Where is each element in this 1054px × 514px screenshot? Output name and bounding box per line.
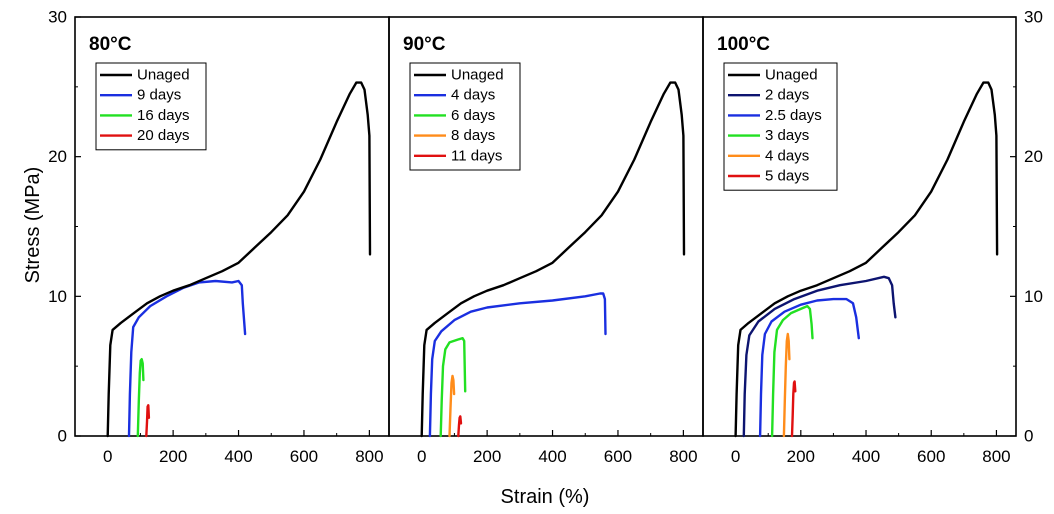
- legend-label: Unaged: [451, 67, 504, 84]
- x-tick-label: 200: [787, 447, 815, 466]
- legend-label: Unaged: [765, 67, 818, 84]
- legend-label: 4 days: [451, 87, 495, 104]
- legend-label: 5 days: [765, 168, 809, 185]
- legend-label: 4 days: [765, 147, 809, 164]
- series-line-unaged: [106, 81, 372, 438]
- legend-label: 2.5 days: [765, 107, 822, 124]
- y-tick-label: 30: [48, 8, 67, 27]
- series-line-2-days: [742, 275, 897, 438]
- legend-label: 9 days: [137, 87, 181, 104]
- y-tick-label-right: 0: [1024, 427, 1033, 446]
- series-line-5-days: [790, 380, 797, 438]
- legend-label: 6 days: [451, 107, 495, 124]
- y-tick-label: 0: [58, 427, 67, 446]
- series-line-unaged: [734, 81, 999, 438]
- legend-label: 16 days: [137, 107, 190, 124]
- y-tick-label-right: 30: [1024, 8, 1043, 27]
- series-line-16-days: [136, 358, 145, 438]
- panel-title: 80°C: [89, 34, 132, 55]
- x-tick-label: 400: [852, 447, 880, 466]
- panel-title: 100°C: [717, 34, 770, 55]
- panel-title: 90°C: [403, 34, 446, 55]
- x-tick-label: 0: [731, 447, 740, 466]
- legend-label: 3 days: [765, 127, 809, 144]
- series-line-11-days: [457, 415, 463, 438]
- series-line-6-days: [439, 337, 467, 438]
- x-axis-title: Strain (%): [501, 486, 590, 508]
- x-tick-label: 0: [103, 447, 112, 466]
- panel-2: 0 200 400 600 800 90°C Unaged 4 days 6 days 8 day…: [388, 16, 704, 466]
- x-tick-label: 0: [417, 447, 426, 466]
- panel-3: 0 200 400 600 800 0 10 20 30 100°C Unaged 2 days 2.5…: [702, 8, 1043, 466]
- x-tick-label: 400: [538, 447, 566, 466]
- series-line-8-days: [448, 374, 456, 438]
- x-tick-label: 200: [473, 447, 501, 466]
- y-tick-label-right: 10: [1024, 287, 1043, 306]
- x-tick-label: 600: [917, 447, 945, 466]
- legend-label: 20 days: [137, 127, 190, 144]
- series-line-20-days: [145, 404, 151, 438]
- series-line-4-days: [428, 292, 607, 438]
- series-line-unaged: [420, 81, 686, 438]
- x-tick-label: 200: [159, 447, 187, 466]
- y-axis-title: Stress (MPa): [22, 167, 44, 284]
- y-tick-label: 20: [48, 147, 67, 166]
- series-line-2-5-days: [758, 297, 860, 438]
- series-line-3-days: [770, 304, 814, 438]
- x-tick-label: 800: [669, 447, 697, 466]
- y-tick-label: 10: [48, 287, 67, 306]
- x-tick-label: 600: [290, 447, 318, 466]
- x-tick-label: 400: [224, 447, 252, 466]
- x-tick-label: 800: [355, 447, 383, 466]
- legend-label: Unaged: [137, 67, 190, 84]
- legend-label: 11 days: [451, 147, 502, 164]
- x-tick-label: 800: [982, 447, 1010, 466]
- series-line-4-days: [782, 332, 791, 438]
- x-tick-label: 600: [604, 447, 632, 466]
- legend-box: [723, 62, 838, 191]
- legend-label: 2 days: [765, 87, 809, 104]
- y-tick-label-right: 20: [1024, 147, 1043, 166]
- legend-label: 8 days: [451, 127, 495, 144]
- panel-1: 0 200 400 600 800 0 10 20 30 80°C Unaged 9 days 16 d…: [48, 8, 390, 466]
